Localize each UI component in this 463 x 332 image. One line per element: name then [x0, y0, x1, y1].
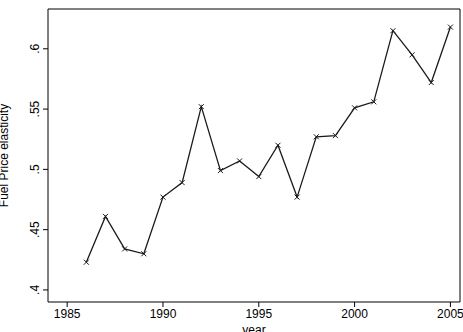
svg-text:.55: .55 [28, 100, 42, 117]
svg-text:.45: .45 [28, 221, 42, 238]
svg-text:2005: 2005 [437, 307, 455, 321]
svg-text:.5: .5 [28, 164, 42, 174]
svg-text:2000: 2000 [341, 307, 368, 321]
svg-text:1995: 1995 [245, 307, 272, 321]
svg-text:year: year [242, 323, 265, 332]
svg-text:.4: .4 [28, 285, 42, 295]
svg-text:1985: 1985 [54, 307, 81, 321]
svg-text:Fuel Price elasticity: Fuel Price elasticity [8, 104, 11, 207]
svg-text:1990: 1990 [150, 307, 177, 321]
svg-text:.6: .6 [28, 43, 42, 53]
